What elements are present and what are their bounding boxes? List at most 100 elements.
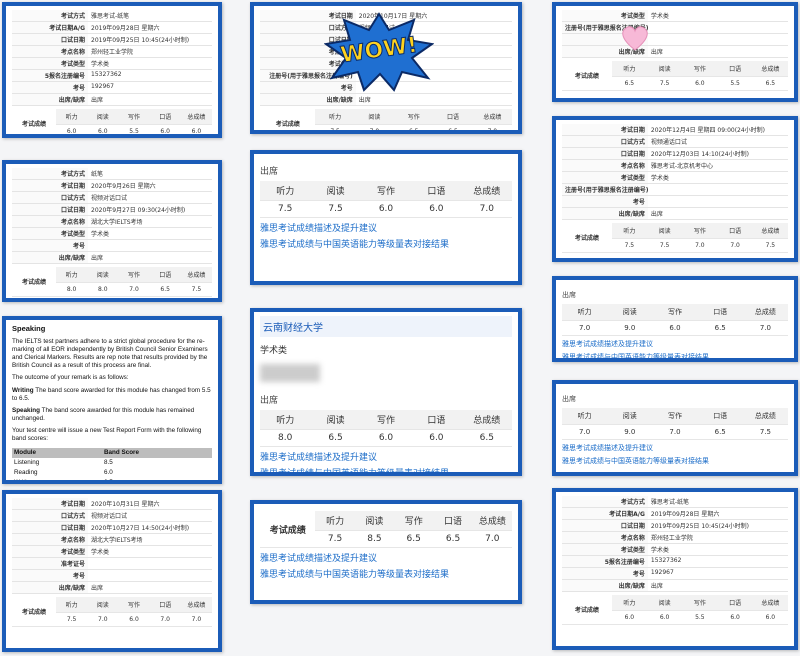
score-value: 6.5 <box>433 531 473 548</box>
score-header: 写作 <box>360 181 412 201</box>
row-value <box>355 82 512 94</box>
score-value: 6.5 <box>697 321 743 336</box>
score-value: 6.0 <box>360 430 412 447</box>
score-value: 7.0 <box>682 239 718 253</box>
report-link[interactable]: 雅思考试成绩描述及提升建议 <box>260 453 378 463</box>
table-cell: 6.5 <box>104 479 113 484</box>
row-value: 2019年09月28日 星期六 <box>88 22 212 34</box>
row-label: 考点名称 <box>12 46 88 58</box>
row-value: 2020年10月17日 星期六 <box>355 10 512 22</box>
score-value: 7.0 <box>652 425 698 440</box>
row-value: 学术类 <box>647 172 788 184</box>
info-table: 考试方式 纸笔 考试日期 2020年9月26日 星期六 口试方式 视频对话口试 口试日期 20… <box>12 168 212 264</box>
row-value <box>647 196 788 208</box>
score-value: 6.5 <box>394 531 434 548</box>
score-table: 考试成绩 听力 阅读 写作 口语 总成绩 6.0 6.0 5.5 6.0 6.0 <box>12 109 212 134</box>
row-value: 2019年09月25日 10:45(24小时制) <box>647 520 788 532</box>
info-table: 考试方式 雅思考试-纸笔 考试日期A/G 2019年09月28日 星期六 口试日期 201… <box>12 10 212 106</box>
row-label: 出席/缺席 <box>12 582 88 594</box>
row-label: 准考证号 <box>12 558 88 570</box>
score-value: 6.0 <box>411 201 462 218</box>
row-value: 湖北大学IELTS考场 <box>88 216 212 228</box>
attendance: 出席 <box>260 167 279 177</box>
score-panel: 出席听力 阅读 写作 口语 总成绩 7.5 7.5 6.0 6.0 7.0 雅思考试成绩描述及提升建… <box>250 150 522 285</box>
score-value: 9.0 <box>607 321 653 336</box>
report-link[interactable]: 雅思考试成绩描述及提升建议 <box>260 554 378 564</box>
report-link[interactable]: 雅思考试成绩与中国英语能力等级量表对接结果 <box>562 353 709 361</box>
score-panel: 考试方式 纸笔 考试日期 2020年9月26日 星期六 口试方式 视频对话口试 口试日期 20… <box>2 160 222 302</box>
score-header: 口语 <box>717 595 753 611</box>
score-header: 总成绩 <box>472 109 512 125</box>
report-link[interactable]: 雅思考试成绩与中国英语能力等级量表对接结果 <box>260 570 450 580</box>
score-value: 7.0 <box>355 125 394 130</box>
row-value: 雅思考试-纸笔 <box>647 496 788 508</box>
score-header: 总成绩 <box>742 408 788 425</box>
row-label: 出席/缺席 <box>562 46 648 58</box>
row-value: 学术类 <box>88 58 212 70</box>
report-link[interactable]: 雅思考试成绩描述及提升建议 <box>260 224 378 234</box>
score-header: 阅读 <box>646 223 683 239</box>
score-header: 总成绩 <box>461 410 512 430</box>
row-label: 考试类型 <box>12 58 88 70</box>
score-header: 总成绩 <box>742 304 788 321</box>
test-type: 学术类 <box>260 346 288 356</box>
score-value: 6.5 <box>149 283 181 297</box>
row-label: 考号 <box>562 196 648 208</box>
row-value: 出席 <box>88 252 212 264</box>
score-value: 7.0 <box>717 239 753 253</box>
score-value: 7.0 <box>149 613 181 627</box>
score-header: 听力 <box>611 595 647 611</box>
score-value: 7.5 <box>56 613 88 627</box>
row-value <box>88 240 212 252</box>
report-link[interactable]: 雅思考试成绩与中国英语能力等级量表对接结果 <box>562 457 709 465</box>
report-link[interactable]: 雅思考试成绩与中国英语能力等级量表对接结果 <box>260 469 450 476</box>
row-value <box>647 34 788 46</box>
heart-sticker <box>620 24 650 54</box>
score-header: 写作 <box>360 410 412 430</box>
score-header: 写作 <box>394 511 434 531</box>
row-value <box>88 570 212 582</box>
score-table: 考试成绩 听力 阅读 写作 口语 总成绩 7.5 7.0 6.0 7.0 7.0 <box>12 597 212 627</box>
score-header: 听力 <box>260 410 311 430</box>
score-header: 口语 <box>717 61 753 77</box>
score-value: 6.0 <box>360 201 412 218</box>
score-value: 6.0 <box>611 611 647 625</box>
score-header: 写作 <box>652 304 698 321</box>
row-value: 纸笔 <box>88 168 212 180</box>
score-table: 听力 阅读 写作 口语 总成绩 7.5 7.5 6.0 6.0 7.0 <box>260 181 512 218</box>
score-value: 7.0 <box>461 201 512 218</box>
score-header: 口语 <box>433 109 473 125</box>
score-value: 7.5 <box>611 239 647 253</box>
row-value: 视频对话口试 <box>88 510 212 522</box>
score-header: 写作 <box>682 61 718 77</box>
score-header: 总成绩 <box>472 511 512 531</box>
row-value: 15327362 <box>647 556 788 568</box>
row-label: 口试方式 <box>260 22 356 34</box>
row-label: 5报名注册编号 <box>562 556 648 568</box>
row-value: 2020年9月27日 09:30(24小时制) <box>88 204 212 216</box>
row-value <box>647 184 788 196</box>
row-label: 考号 <box>12 570 88 582</box>
score-value: 8.5 <box>354 531 395 548</box>
score-value: 8.0 <box>56 283 88 297</box>
row-value: 2020年9月26日 星期六 <box>88 180 212 192</box>
row-label: 出席/缺席 <box>260 94 356 106</box>
score-header: 听力 <box>315 511 355 531</box>
score-value: 7.5 <box>646 77 683 91</box>
score-header: 阅读 <box>310 181 361 201</box>
report-link[interactable]: 雅思考试成绩描述及提升建议 <box>562 340 653 348</box>
score-value: 6.5 <box>611 77 647 91</box>
score-value: 5.5 <box>682 611 718 625</box>
row-value <box>355 46 512 58</box>
score-value: 5.5 <box>118 125 149 134</box>
score-value: 7.0 <box>118 283 150 297</box>
score-header: 听力 <box>562 408 608 425</box>
attendance: 出席 <box>562 291 576 299</box>
row-label: 考试类型 <box>12 546 88 558</box>
score-header: 阅读 <box>87 597 119 613</box>
report-link[interactable]: 雅思考试成绩描述及提升建议 <box>562 444 653 452</box>
row-value: 学术类 <box>647 10 788 22</box>
report-link[interactable]: 雅思考试成绩与中国英语能力等级量表对接结果 <box>260 240 450 250</box>
table-header: Module <box>12 447 102 458</box>
row-value <box>355 58 512 70</box>
